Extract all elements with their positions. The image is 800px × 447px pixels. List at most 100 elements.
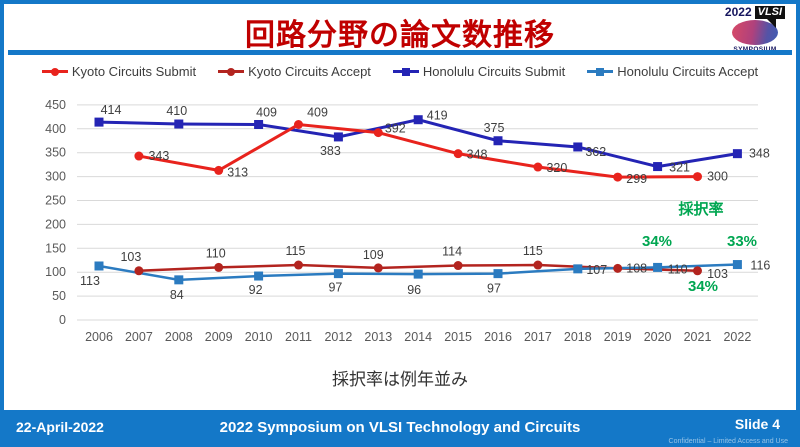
y-tick-label: 400 xyxy=(45,122,66,136)
kyoto-accept-marker xyxy=(613,263,623,273)
acceptance-rate-annotation: 34% xyxy=(642,233,672,250)
honolulu-accept-marker xyxy=(653,262,663,272)
data-label: 110 xyxy=(668,262,688,276)
data-label: 300 xyxy=(707,170,728,184)
data-label: 108 xyxy=(626,261,647,275)
legend-item-honolulu-accept: Honolulu Circuits Accept xyxy=(587,64,758,79)
data-label: 299 xyxy=(626,172,647,186)
kyoto-accept-marker xyxy=(214,262,224,272)
data-label: 97 xyxy=(487,282,501,296)
x-tick-label: 2006 xyxy=(85,330,113,344)
honolulu-accept-marker xyxy=(493,269,503,279)
honolulu-submit-marker xyxy=(174,119,184,129)
honolulu-accept-marker xyxy=(174,275,184,285)
kyoto-submit-marker xyxy=(453,149,463,159)
honolulu-accept-marker xyxy=(573,264,583,274)
confidential-note: Confidential – Limited Access and Use xyxy=(668,438,788,445)
y-tick-label: 300 xyxy=(45,170,66,184)
honolulu-submit-marker xyxy=(573,142,583,152)
data-label: 343 xyxy=(148,149,169,163)
legend-marker-circle-icon xyxy=(218,67,245,76)
honolulu-accept-marker xyxy=(732,260,742,270)
kyoto-submit-marker xyxy=(693,172,702,182)
y-tick-label: 0 xyxy=(59,313,66,327)
legend-label: Kyoto Circuits Accept xyxy=(248,64,371,79)
legend-marker-circle-icon xyxy=(41,67,68,76)
data-label: 320 xyxy=(546,161,567,175)
honolulu-submit-marker xyxy=(413,115,423,125)
data-label: 321 xyxy=(669,161,690,175)
honolulu-submit-marker xyxy=(732,149,742,159)
honolulu-accept-marker xyxy=(254,271,264,281)
legend-label: Kyoto Circuits Submit xyxy=(71,64,197,79)
globe-icon xyxy=(732,18,778,45)
x-tick-label: 2012 xyxy=(324,330,352,344)
honolulu-submit-marker xyxy=(94,117,104,127)
kyoto-accept-marker xyxy=(373,263,383,273)
data-label: 410 xyxy=(166,104,187,118)
honolulu-submit-marker xyxy=(333,132,343,142)
y-tick-label: 250 xyxy=(45,194,66,208)
data-label: 103 xyxy=(120,250,141,264)
x-tick-label: 2007 xyxy=(125,330,153,344)
logo-brand: VLSI xyxy=(754,5,786,19)
page-title: 回路分野の論文数推移 xyxy=(245,19,555,52)
x-tick-label: 2013 xyxy=(364,330,392,344)
honolulu-submit-marker xyxy=(653,162,663,172)
legend-item-kyoto-submit: Kyoto Circuits Submit xyxy=(41,64,197,79)
legend-marker-square-icon xyxy=(587,67,614,76)
data-label: 362 xyxy=(585,145,606,159)
data-label: 348 xyxy=(467,148,488,162)
data-label: 114 xyxy=(442,245,462,259)
x-tick-label: 2010 xyxy=(245,330,273,344)
data-label: 392 xyxy=(385,122,406,136)
footer-bar: 22-April-2022 2022 Symposium on VLSI Tec… xyxy=(4,410,796,445)
kyoto-submit-line xyxy=(138,122,698,179)
chart-caption: 採択率は例年並み xyxy=(332,370,468,389)
data-label: 383 xyxy=(320,144,341,158)
data-label: 375 xyxy=(484,121,505,135)
kyoto-submit-marker xyxy=(613,172,623,182)
data-label: 115 xyxy=(286,244,306,258)
legend-label: Honolulu Circuits Accept xyxy=(617,64,759,79)
honolulu-accept-marker xyxy=(94,261,104,271)
kyoto-accept-marker xyxy=(294,260,303,270)
y-tick-label: 350 xyxy=(45,146,66,160)
x-tick-label: 2022 xyxy=(723,330,751,344)
data-label: 97 xyxy=(328,281,342,295)
x-tick-label: 2014 xyxy=(404,330,432,344)
title-divider xyxy=(8,50,792,55)
x-tick-label: 2015 xyxy=(444,330,472,344)
acceptance-rate-annotation: 採択率 xyxy=(678,200,723,218)
logo-subtitle: SYMPOSIUM xyxy=(718,46,792,53)
data-label: 103 xyxy=(707,267,728,281)
data-label: 115 xyxy=(523,244,543,258)
y-tick-label: 100 xyxy=(45,265,66,279)
legend-label: Honolulu Circuits Submit xyxy=(422,64,566,79)
y-tick-label: 150 xyxy=(45,241,66,255)
x-tick-label: 2021 xyxy=(684,330,712,344)
honolulu-accept-marker xyxy=(333,269,343,279)
kyoto-submit-marker xyxy=(294,119,303,129)
legend-item-kyoto-accept: Kyoto Circuits Accept xyxy=(218,64,371,79)
acceptance-rate-annotation: 33% xyxy=(727,233,757,250)
y-tick-label: 450 xyxy=(45,98,66,112)
x-tick-label: 2009 xyxy=(205,330,233,344)
data-label: 409 xyxy=(256,105,277,119)
x-tick-label: 2011 xyxy=(285,330,312,344)
footer-date: 22-April-2022 xyxy=(16,419,104,435)
data-label: 84 xyxy=(170,288,184,302)
vlsi-symposium-logo: 2022 VLSI SYMPOSIUM xyxy=(718,5,792,53)
kyoto-accept-marker xyxy=(693,266,702,276)
data-label: 113 xyxy=(80,274,100,288)
data-label: 313 xyxy=(227,165,248,179)
slide-number: Slide 4 xyxy=(734,416,780,432)
data-label: 419 xyxy=(427,109,448,123)
x-tick-label: 2016 xyxy=(484,330,512,344)
legend-marker-square-icon xyxy=(392,67,419,76)
data-label: 116 xyxy=(750,259,770,273)
data-label: 414 xyxy=(101,103,122,117)
logo-year: 2022 xyxy=(724,5,752,19)
acceptance-rate-annotation: 34% xyxy=(688,278,718,295)
y-tick-label: 200 xyxy=(45,217,66,231)
